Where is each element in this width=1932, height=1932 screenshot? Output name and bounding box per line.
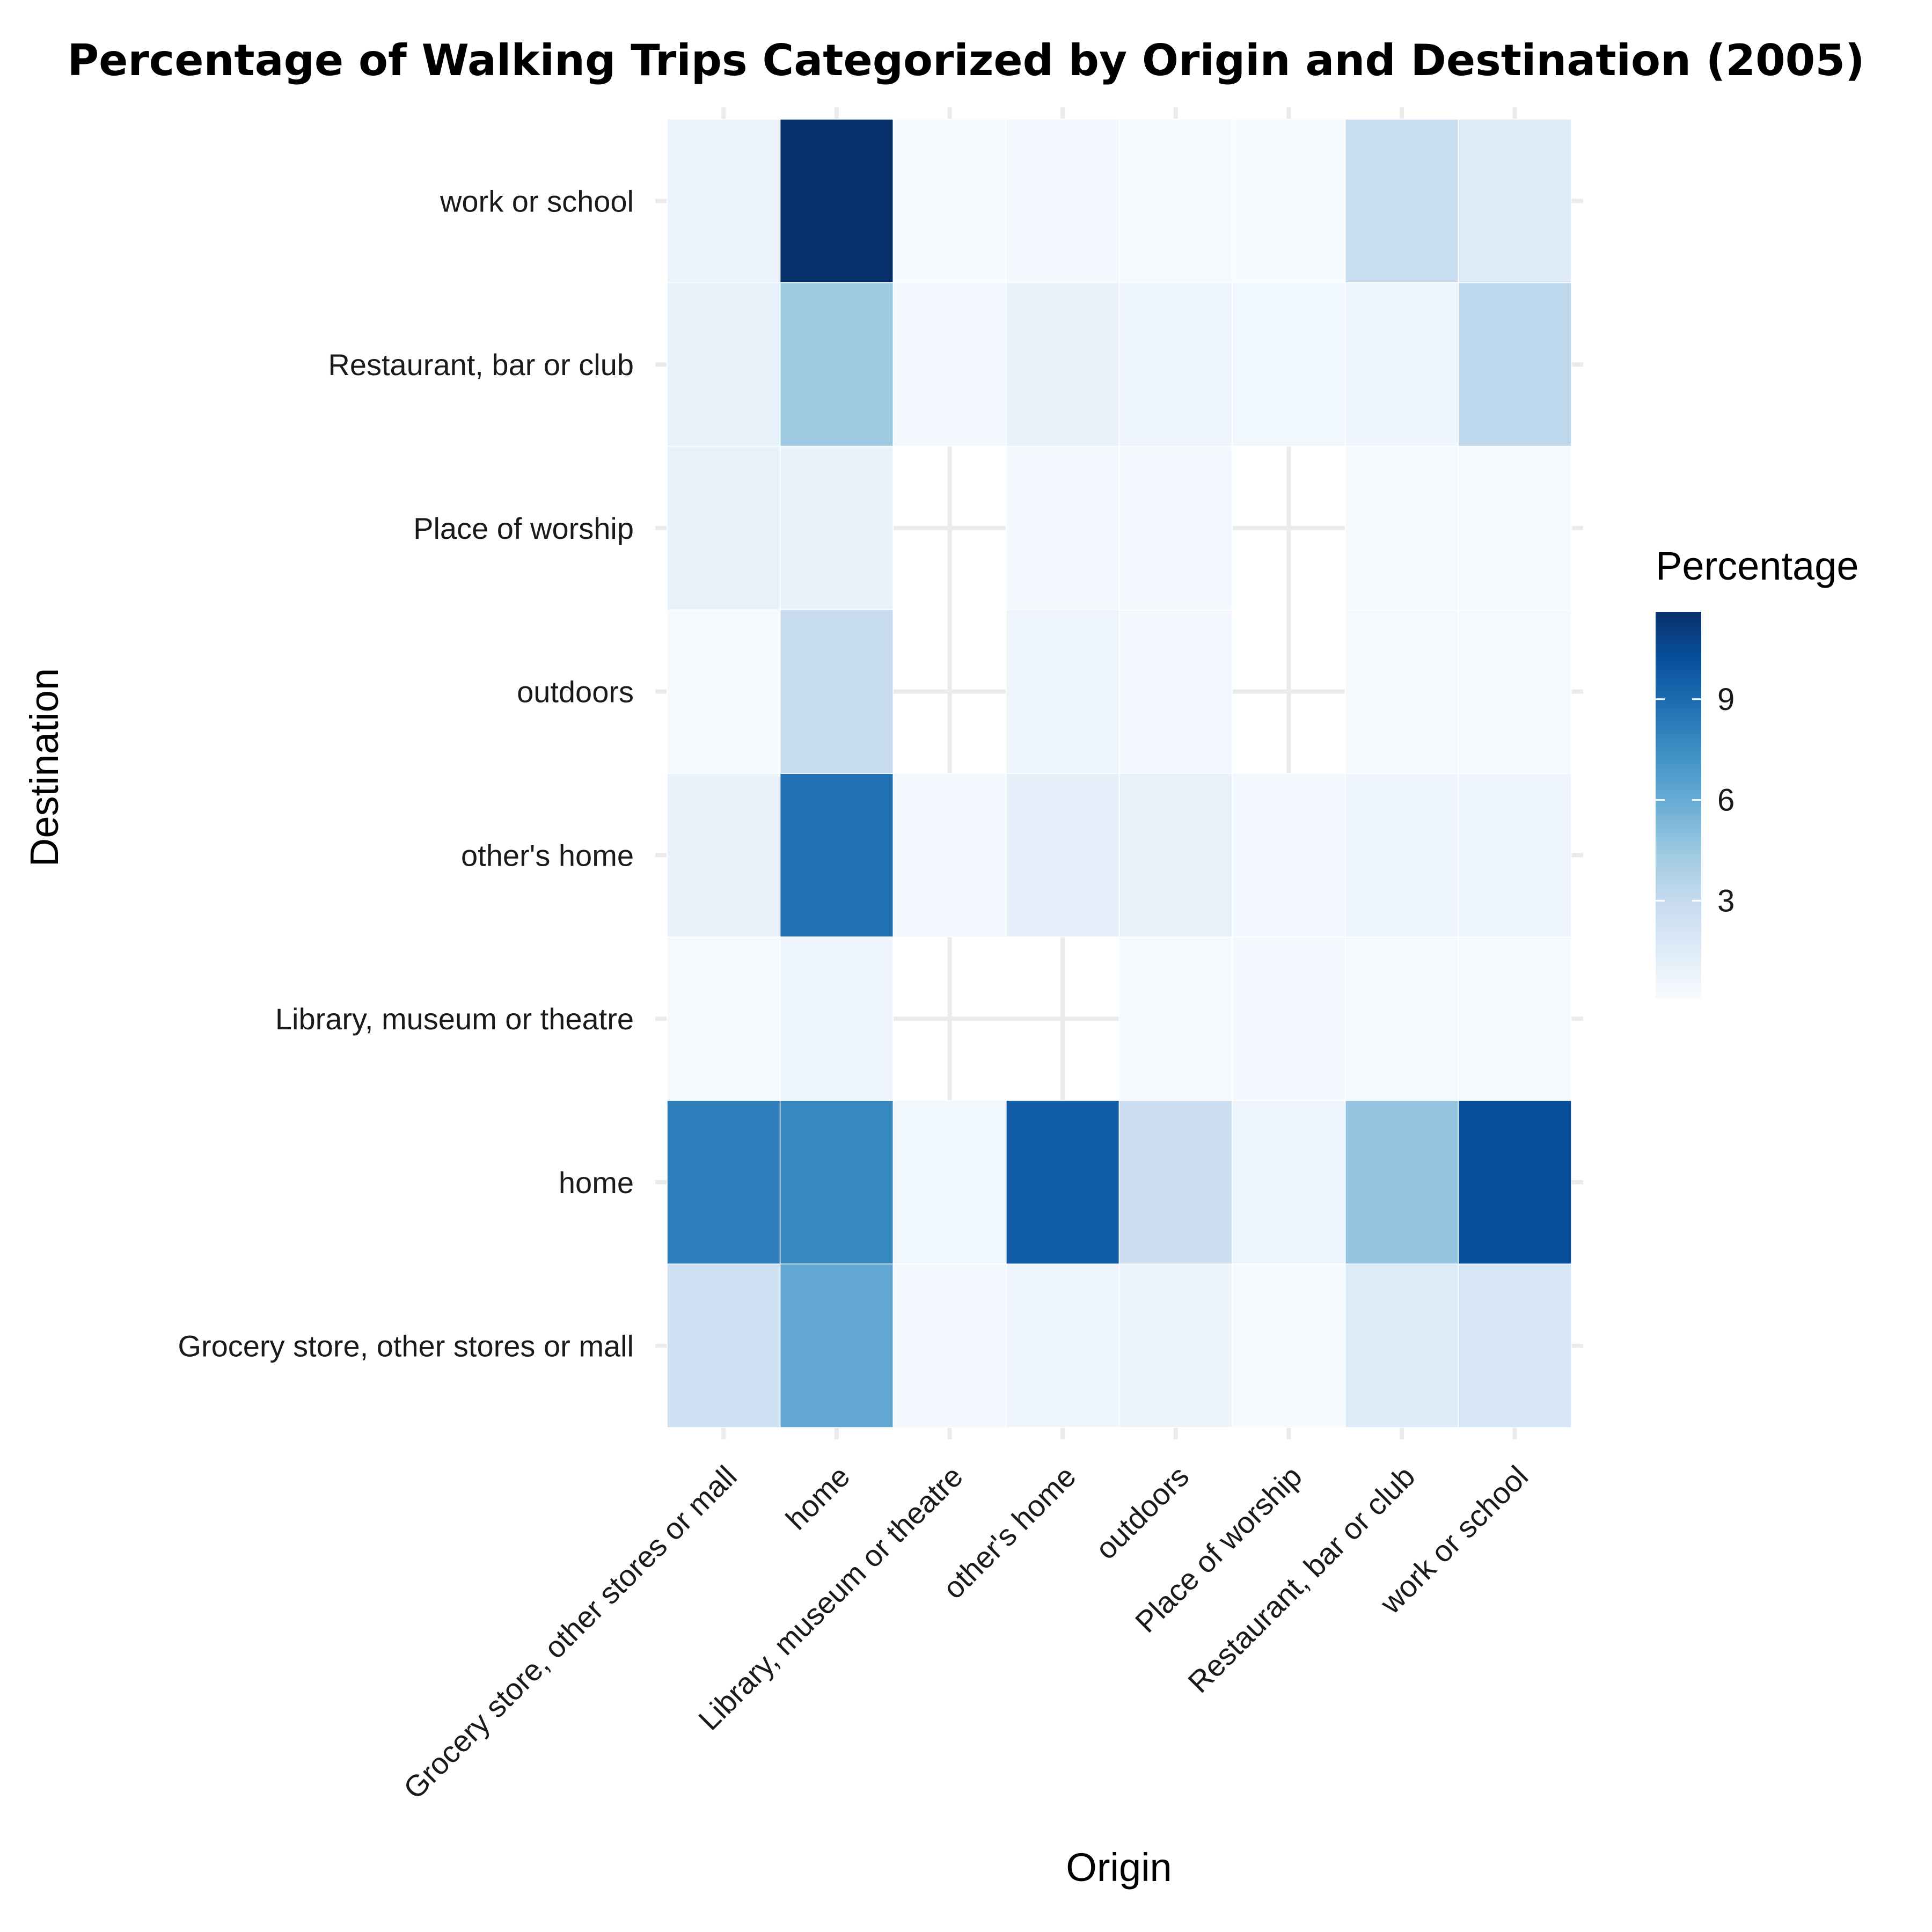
y-tick-label: other's home (461, 838, 634, 872)
x-tick-label: outdoors (1089, 1459, 1196, 1566)
y-tick-label: Grocery store, other stores or mall (178, 1329, 634, 1363)
heatmap-cell (1118, 773, 1233, 938)
heatmap-cell (1006, 773, 1120, 938)
heatmap-cell (667, 936, 781, 1101)
heatmap-cell (1118, 609, 1233, 774)
heatmap-cell (892, 282, 1007, 447)
heatmap-cell (1006, 119, 1120, 283)
heatmap-cell (1232, 1100, 1346, 1264)
heatmap-cell (1345, 119, 1459, 283)
heatmap-cell (1458, 282, 1572, 447)
heatmap-cell (1458, 1100, 1572, 1264)
heatmap-cell (667, 445, 781, 610)
y-tick-labels: Grocery store, other stores or mall home L… (178, 184, 634, 1363)
heatmap-cell (1006, 609, 1120, 774)
heatmap-cell (1006, 282, 1120, 447)
heatmap-cell (779, 1263, 894, 1428)
heatmap-cell (667, 1263, 781, 1428)
legend-tick-label: 3 (1717, 883, 1735, 918)
x-tick-label: Grocery store, other stores or mall (397, 1459, 743, 1805)
y-tick-label: home (559, 1166, 634, 1199)
y-axis-title: Destination (22, 668, 67, 867)
y-tick-label: Library, museum or theatre (275, 1002, 634, 1036)
heatmap-cell (1006, 445, 1120, 610)
heatmap-cell (1118, 282, 1233, 447)
x-tick-label: Restaurant, bar or club (1181, 1459, 1421, 1699)
legend-ticks: 3 6 9 (1656, 682, 1735, 918)
heatmap-cell (1118, 1100, 1233, 1264)
heatmap-cell (779, 282, 894, 447)
legend-title: Percentage (1656, 544, 1859, 588)
legend-colorbar (1656, 612, 1701, 998)
heatmap-cell (1458, 773, 1572, 938)
heatmap-cell (667, 773, 781, 938)
heatmap-cell (892, 1100, 1007, 1264)
heatmap-cell (667, 1100, 781, 1264)
heatmap-cell (667, 609, 781, 774)
x-axis-title: Origin (1066, 1845, 1172, 1890)
x-tick-labels: Grocery store, other stores or mall homeL… (397, 1459, 1534, 1805)
x-tick-label: home (779, 1459, 857, 1536)
heatmap-cell (1345, 1263, 1459, 1428)
heatmap-cell (1232, 773, 1346, 938)
heatmap-cell (1458, 445, 1572, 610)
heatmap-cell (779, 773, 894, 938)
y-tick-label: outdoors (517, 675, 634, 709)
heatmap-cell (779, 1100, 894, 1264)
heatmap-cell (1345, 773, 1459, 938)
heatmap-cell (1345, 609, 1459, 774)
heatmap-cell (1458, 936, 1572, 1101)
legend-gradient (1656, 612, 1701, 998)
heatmap-cell (1006, 1263, 1120, 1428)
heatmap-cell (1458, 119, 1572, 283)
heatmap-cell (779, 119, 894, 283)
heatmap-cell (892, 119, 1007, 283)
heatmap-cells (667, 119, 1572, 1428)
heatmap-cell (1118, 119, 1233, 283)
heatmap-cell (1345, 282, 1459, 447)
heatmap-cell (1118, 936, 1233, 1101)
y-tick-label: work or school (440, 184, 634, 218)
heatmap-cell (892, 1263, 1007, 1428)
heatmap-cell (779, 445, 894, 610)
y-tick-label: Restaurant, bar or club (328, 348, 634, 382)
heatmap-cell (1345, 1100, 1459, 1264)
heatmap-cell (779, 936, 894, 1101)
y-tick-label: Place of worship (413, 511, 634, 545)
heatmap-cell (1232, 119, 1346, 283)
heatmap-cell (1118, 445, 1233, 610)
heatmap-cell (1458, 609, 1572, 774)
color-legend: Percentage 3 6 9 (1656, 544, 1859, 998)
heatmap-cell (667, 282, 781, 447)
heatmap-cell (1006, 1100, 1120, 1264)
heatmap-cell (1118, 1263, 1233, 1428)
heatmap-cell (779, 609, 894, 774)
legend-tick-label: 9 (1717, 682, 1735, 717)
heatmap-cell (1345, 936, 1459, 1101)
heatmap-cell (1232, 1263, 1346, 1428)
heatmap-cell (667, 119, 781, 283)
heatmap-cell (1345, 445, 1459, 610)
heatmap-cell (1232, 936, 1346, 1101)
chart-title: Percentage of Walking Trips Categorized … (67, 35, 1864, 85)
heatmap-cell (892, 773, 1007, 938)
legend-tick-label: 6 (1717, 783, 1735, 818)
heatmap-cell (1458, 1263, 1572, 1428)
heatmap-cell (1232, 282, 1346, 447)
